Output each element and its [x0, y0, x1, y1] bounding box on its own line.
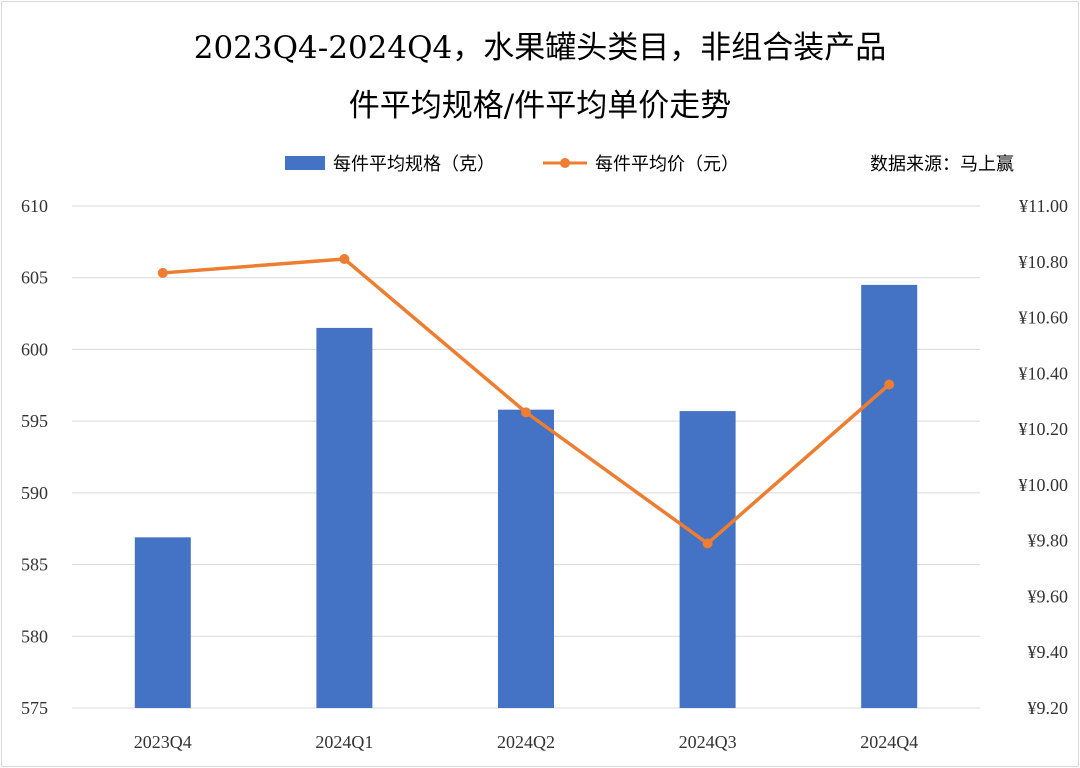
data-source: 数据来源：马上赢	[870, 154, 1014, 175]
left-axis-tick: 600	[21, 339, 48, 359]
legend: 每件平均规格（克） 每件平均价（元）	[285, 150, 739, 176]
bar	[498, 409, 554, 708]
left-axis-tick: 575	[21, 698, 48, 718]
price-point	[157, 267, 168, 278]
right-axis-tick: ¥10.40	[1019, 363, 1069, 383]
bar	[679, 411, 736, 708]
bar	[861, 284, 918, 708]
price-point	[339, 253, 350, 264]
right-axis-tick: ¥11.00	[1019, 196, 1068, 216]
x-axis-tick: 2024Q2	[497, 732, 555, 752]
right-axis-tick: ¥9.60	[1028, 586, 1069, 606]
legend-bar-swatch	[285, 156, 325, 170]
right-axis-tick: ¥10.80	[1019, 252, 1069, 272]
chart-title-line2: 件平均规格/件平均单价走势	[348, 88, 732, 124]
left-axis-tick: 605	[21, 268, 48, 288]
left-axis-tick: 580	[21, 626, 48, 646]
right-axis-tick: ¥10.00	[1019, 475, 1069, 495]
right-axis-tick: ¥9.20	[1028, 698, 1069, 718]
left-axis-tick: 590	[21, 483, 48, 503]
legend-bar-label: 每件平均规格（克）	[333, 154, 495, 175]
x-axis-tick: 2024Q4	[860, 732, 918, 752]
bar	[316, 327, 373, 708]
price-point	[521, 407, 531, 418]
x-axis-tick: 2023Q4	[134, 732, 192, 752]
legend-line-label: 每件平均价（元）	[595, 154, 739, 175]
right-axis-tick: ¥10.60	[1019, 308, 1069, 328]
legend-line-swatch	[543, 158, 587, 168]
right-axis-tick: ¥10.20	[1019, 419, 1069, 439]
left-axis-tick: 595	[21, 411, 48, 431]
x-axis-tick: 2024Q1	[315, 732, 373, 752]
chart-title-line1: 2023Q4-2024Q4，水果罐头类目，非组合装产品	[193, 30, 887, 66]
left-axis-tick: 585	[21, 555, 48, 575]
right-axis-tick: ¥9.40	[1028, 642, 1069, 662]
price-point	[884, 379, 895, 390]
bar	[134, 537, 191, 708]
right-axis-tick: ¥9.80	[1028, 531, 1069, 551]
left-axis-tick: 610	[21, 196, 48, 216]
x-axis-tick: 2024Q3	[679, 732, 737, 752]
price-point	[702, 538, 713, 549]
